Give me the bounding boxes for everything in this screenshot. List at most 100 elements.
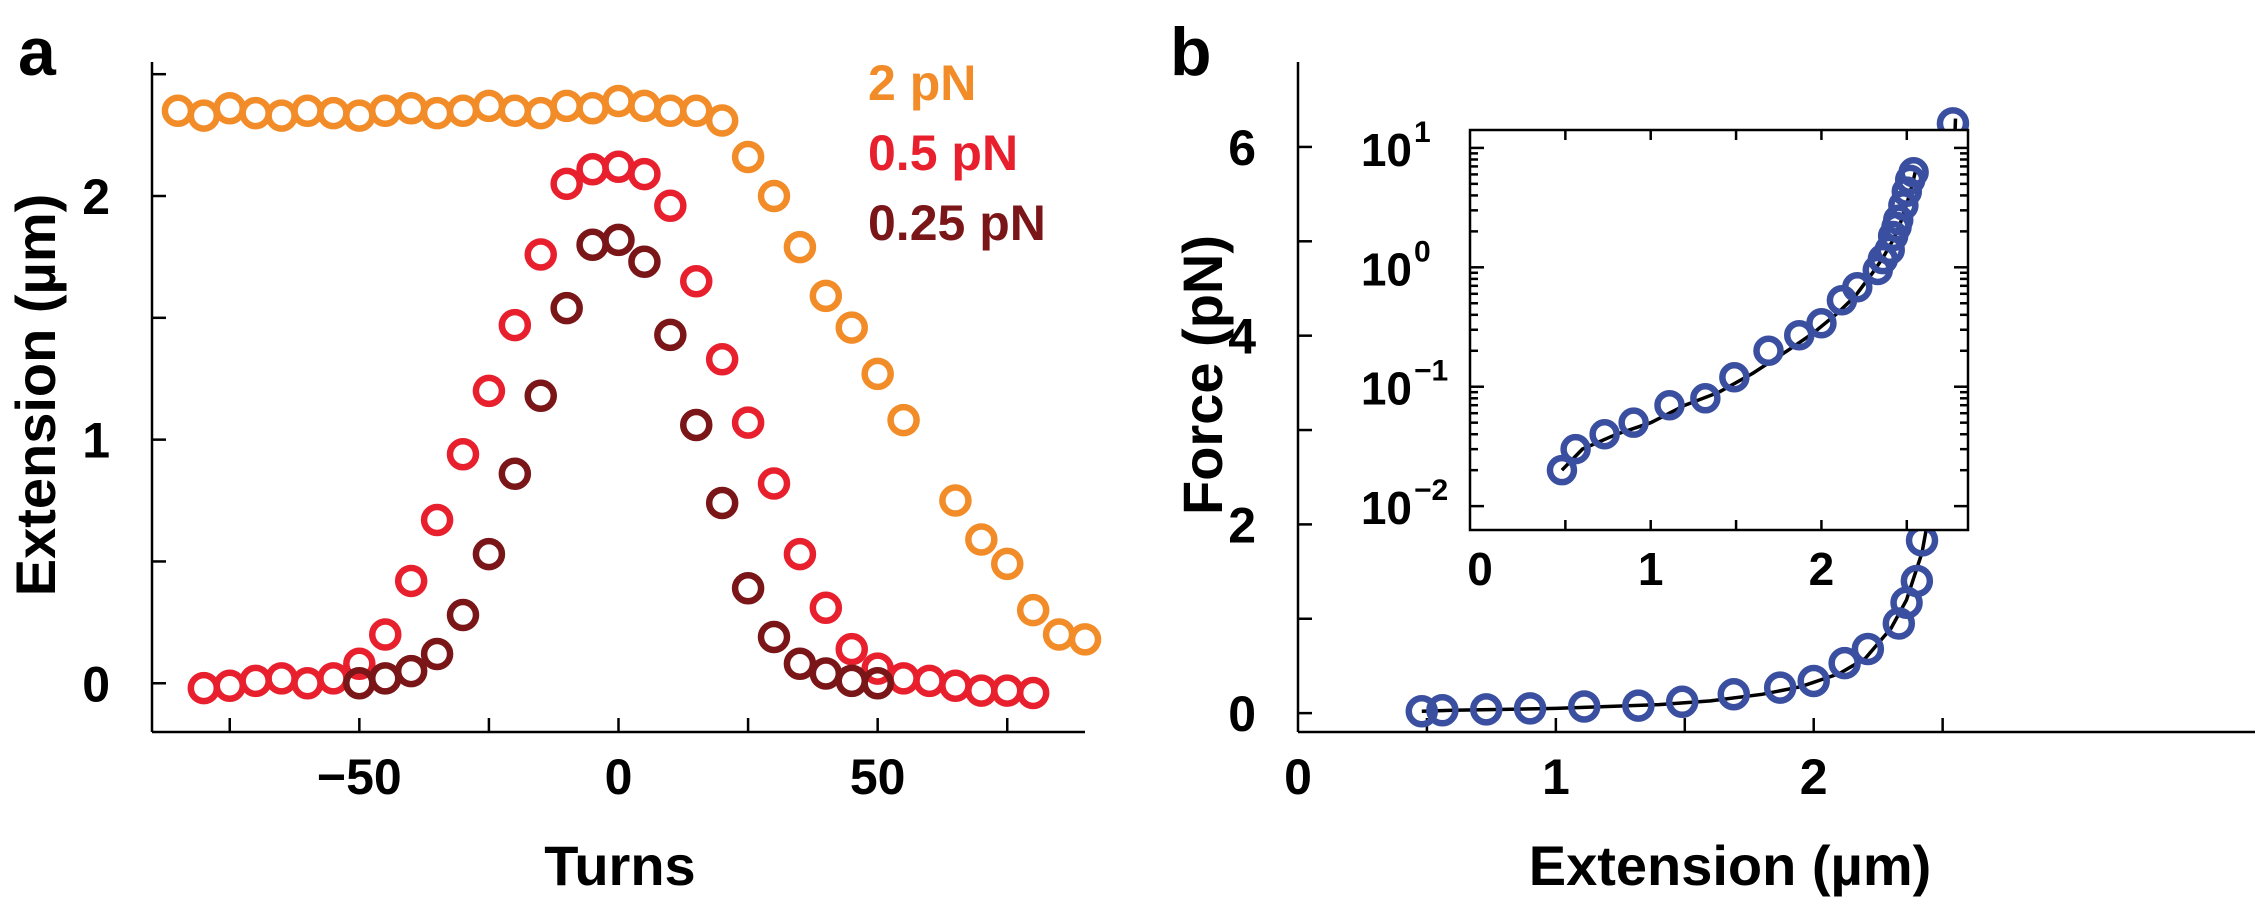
panel-a-point-series-2 (420, 637, 454, 671)
panel-b-y-tick-label: 0 (1228, 686, 1256, 742)
panel-a-point-series-1 (991, 674, 1024, 707)
panel-a-point-series-0 (420, 96, 454, 130)
panel-b-point (1900, 564, 1934, 598)
inset-y-tick-label: 10 (1361, 363, 1412, 415)
panel-a-point-series-1 (628, 157, 661, 191)
panel-a-point-series-0 (680, 94, 713, 127)
panel-b-y-tick-label: 4 (1228, 309, 1256, 365)
panel-a-point-series-0 (265, 99, 298, 132)
panel-a-point-series-1 (576, 152, 609, 186)
panel-a-point-series-1 (317, 662, 350, 695)
panel-a-point-series-2 (680, 408, 713, 442)
panel-b-point (1763, 671, 1797, 704)
panel-a-point-series-0 (472, 89, 506, 123)
panel-a-point-series-1 (809, 591, 843, 624)
panel-a-point-series-1 (783, 537, 817, 571)
panel-a-point-series-1 (550, 167, 583, 201)
panel-b-y-tick-label: 6 (1228, 120, 1256, 176)
panel-b-point (1469, 693, 1503, 726)
inset-point (1618, 407, 1649, 438)
panel-b-point (1717, 678, 1751, 711)
panel-a-xlabel: Turns (544, 834, 695, 897)
panel-a-point-series-0 (654, 94, 687, 127)
panel-a-point-series-1 (731, 406, 765, 439)
inset-y-tick-label: 10 (1361, 243, 1412, 295)
panel-a-point-series-1 (394, 564, 428, 598)
panel-a-point-series-2 (628, 245, 661, 279)
panel-letter-a: a (18, 14, 57, 90)
inset-point (1753, 335, 1784, 367)
panel-a-point-series-0 (939, 484, 972, 517)
panel-a-point-series-1 (420, 503, 454, 537)
panel-b-point (1405, 694, 1439, 728)
inset-y-tick-label: 10 (1361, 482, 1412, 534)
panel-letter-b: b (1170, 14, 1212, 90)
panel-a-point-series-2 (602, 223, 635, 257)
panel-a-point-series-0 (213, 92, 246, 125)
panel-a-point-series-2 (369, 662, 402, 695)
panel-a-point-series-1 (343, 647, 376, 681)
panel-a-ticks: −50 0 50 0 1 2 (82, 72, 1009, 805)
panel-a-point-series-1 (446, 438, 480, 471)
inset-y-tick-exponent: 0 (1414, 235, 1431, 268)
panel-a-x-tick-label: 50 (850, 749, 906, 805)
panel-a-point-series-2 (809, 657, 843, 690)
inset-point (1654, 389, 1685, 421)
panel-a-point-series-2 (524, 379, 557, 413)
inset-x-tick-label: 2 (1809, 543, 1835, 595)
panel-a-point-series-1 (965, 674, 998, 707)
panel-a-point-series-1 (239, 664, 272, 698)
inset-point (1806, 308, 1837, 339)
panel-a-y-tick-label: 0 (82, 656, 110, 712)
panel-a-point-series-2 (731, 572, 765, 605)
panel-a-point-series-1 (939, 669, 972, 702)
panel-b-point (1622, 689, 1655, 722)
panel-a-point-series-0 (291, 94, 324, 127)
panel-a: −50 0 50 0 1 2 Turns Extension (µm) 2 pN 0.5 … (4, 55, 1102, 897)
panel-a-x-tick-label: 0 (605, 749, 633, 805)
legend-label-025pN: 0.25 pN (868, 195, 1046, 251)
panel-a-point-series-1 (291, 667, 324, 700)
panel-a-y-tick-label: 1 (82, 413, 110, 469)
panel-b-axes (1296, 62, 2255, 734)
inset-point (1560, 433, 1591, 465)
panel-b-point (1851, 632, 1885, 666)
panel-a-point-series-1 (654, 189, 687, 222)
panel-a-y-tick-label: 2 (82, 169, 110, 225)
panel-a-point-series-2 (576, 228, 609, 261)
inset-y-tick-exponent: 1 (1414, 116, 1431, 149)
inset-x-tick-label: 1 (1638, 543, 1664, 595)
inset-point (1719, 362, 1750, 393)
inset-point (1589, 418, 1620, 450)
panel-a-point-series-1 (472, 374, 506, 408)
inset-point (1546, 454, 1578, 486)
panel-a-point-series-2 (394, 654, 428, 688)
panel-b-point (1426, 694, 1459, 727)
panel-b-point (1797, 664, 1830, 698)
panel-a-point-series-0 (498, 94, 532, 127)
panel-a-point-series-1 (498, 308, 532, 342)
panel-a-point-series-0 (187, 99, 221, 132)
legend-label-2pN: 2 pN (868, 55, 976, 111)
panel-a-point-series-0 (1016, 593, 1050, 627)
inset-y-tick-label: 10 (1361, 124, 1412, 176)
panel-a-legend: 2 pN 0.5 pN 0.25 pN (868, 55, 1046, 251)
panel-a-point-series-0 (1068, 623, 1102, 656)
panel-a-point-series-0 (887, 403, 920, 437)
panel-a-point-series-1 (1016, 676, 1050, 710)
panel-a-point-series-2 (861, 667, 894, 700)
panel-b-x-tick-label: 1 (1542, 749, 1570, 805)
panel-a-point-series-2 (705, 486, 739, 520)
panel-a-point-series-1 (680, 265, 713, 298)
panel-a-point-series-1 (187, 671, 221, 705)
panel-a-point-series-0 (783, 230, 817, 264)
panel-a-point-series-0 (1042, 618, 1076, 651)
panel-b-ticks: 0 1 2 0 2 4 6 (1228, 120, 1944, 805)
panel-a-point-series-0 (343, 99, 376, 132)
panel-b-x-tick-label: 0 (1284, 749, 1312, 805)
inset-point (1783, 319, 1815, 351)
panel-a-point-series-1 (757, 467, 791, 500)
panel-a-point-series-2 (835, 664, 868, 698)
